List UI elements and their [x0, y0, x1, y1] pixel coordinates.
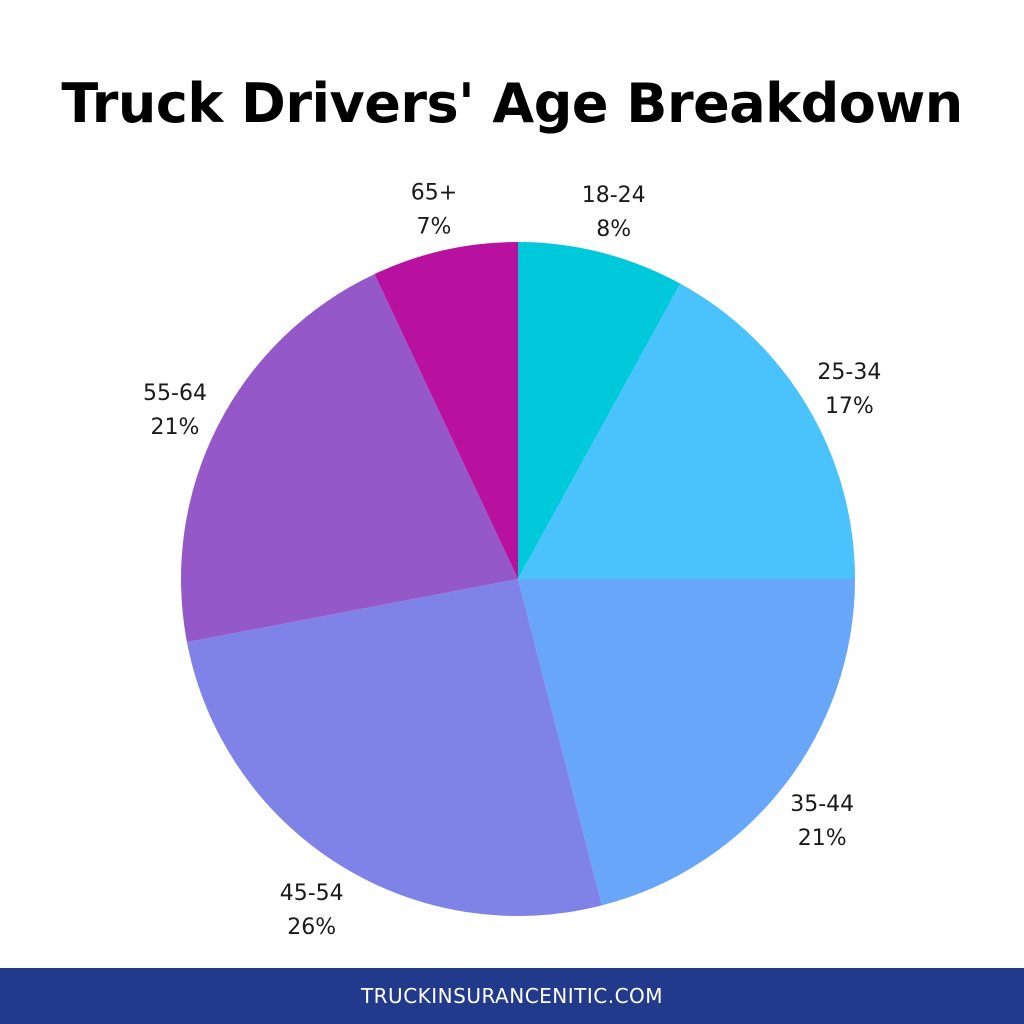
pie-slice-45-54	[186, 579, 602, 916]
pie-slice-55-64	[180, 274, 519, 643]
slice-label: 25-34	[817, 360, 881, 385]
slice-label: 45-54	[280, 881, 344, 906]
slice-value-label: 8%	[596, 217, 631, 242]
slice-value-label: 26%	[287, 915, 336, 940]
pie-slice-25-34	[518, 283, 855, 579]
chart-title: Truck Drivers' Age Breakdown	[61, 72, 963, 135]
slice-value-label: 7%	[417, 214, 452, 239]
pie-slices	[180, 241, 855, 916]
pie-labels: 18-24 8% 25-34 17% 35-44 21% 45-54 26% 55-64 21% 6…	[143, 180, 881, 940]
slice-value-label: 21%	[798, 826, 847, 851]
slice-label: 55-64	[143, 381, 207, 406]
footer-bar: TRUCKINSURANCENITIC.COM	[0, 968, 1024, 1024]
slice-label: 65+	[411, 180, 457, 205]
slice-label: 18-24	[582, 183, 646, 208]
slice-value-label: 17%	[825, 394, 874, 419]
pie-slice-18-24	[518, 241, 681, 579]
footer-website: TRUCKINSURANCENITIC.COM	[360, 984, 664, 1008]
pie-slice-35-44	[518, 579, 855, 906]
slice-label: 35-44	[790, 792, 854, 817]
pie-slice-65	[374, 242, 518, 579]
slice-value-label: 21%	[151, 415, 200, 440]
